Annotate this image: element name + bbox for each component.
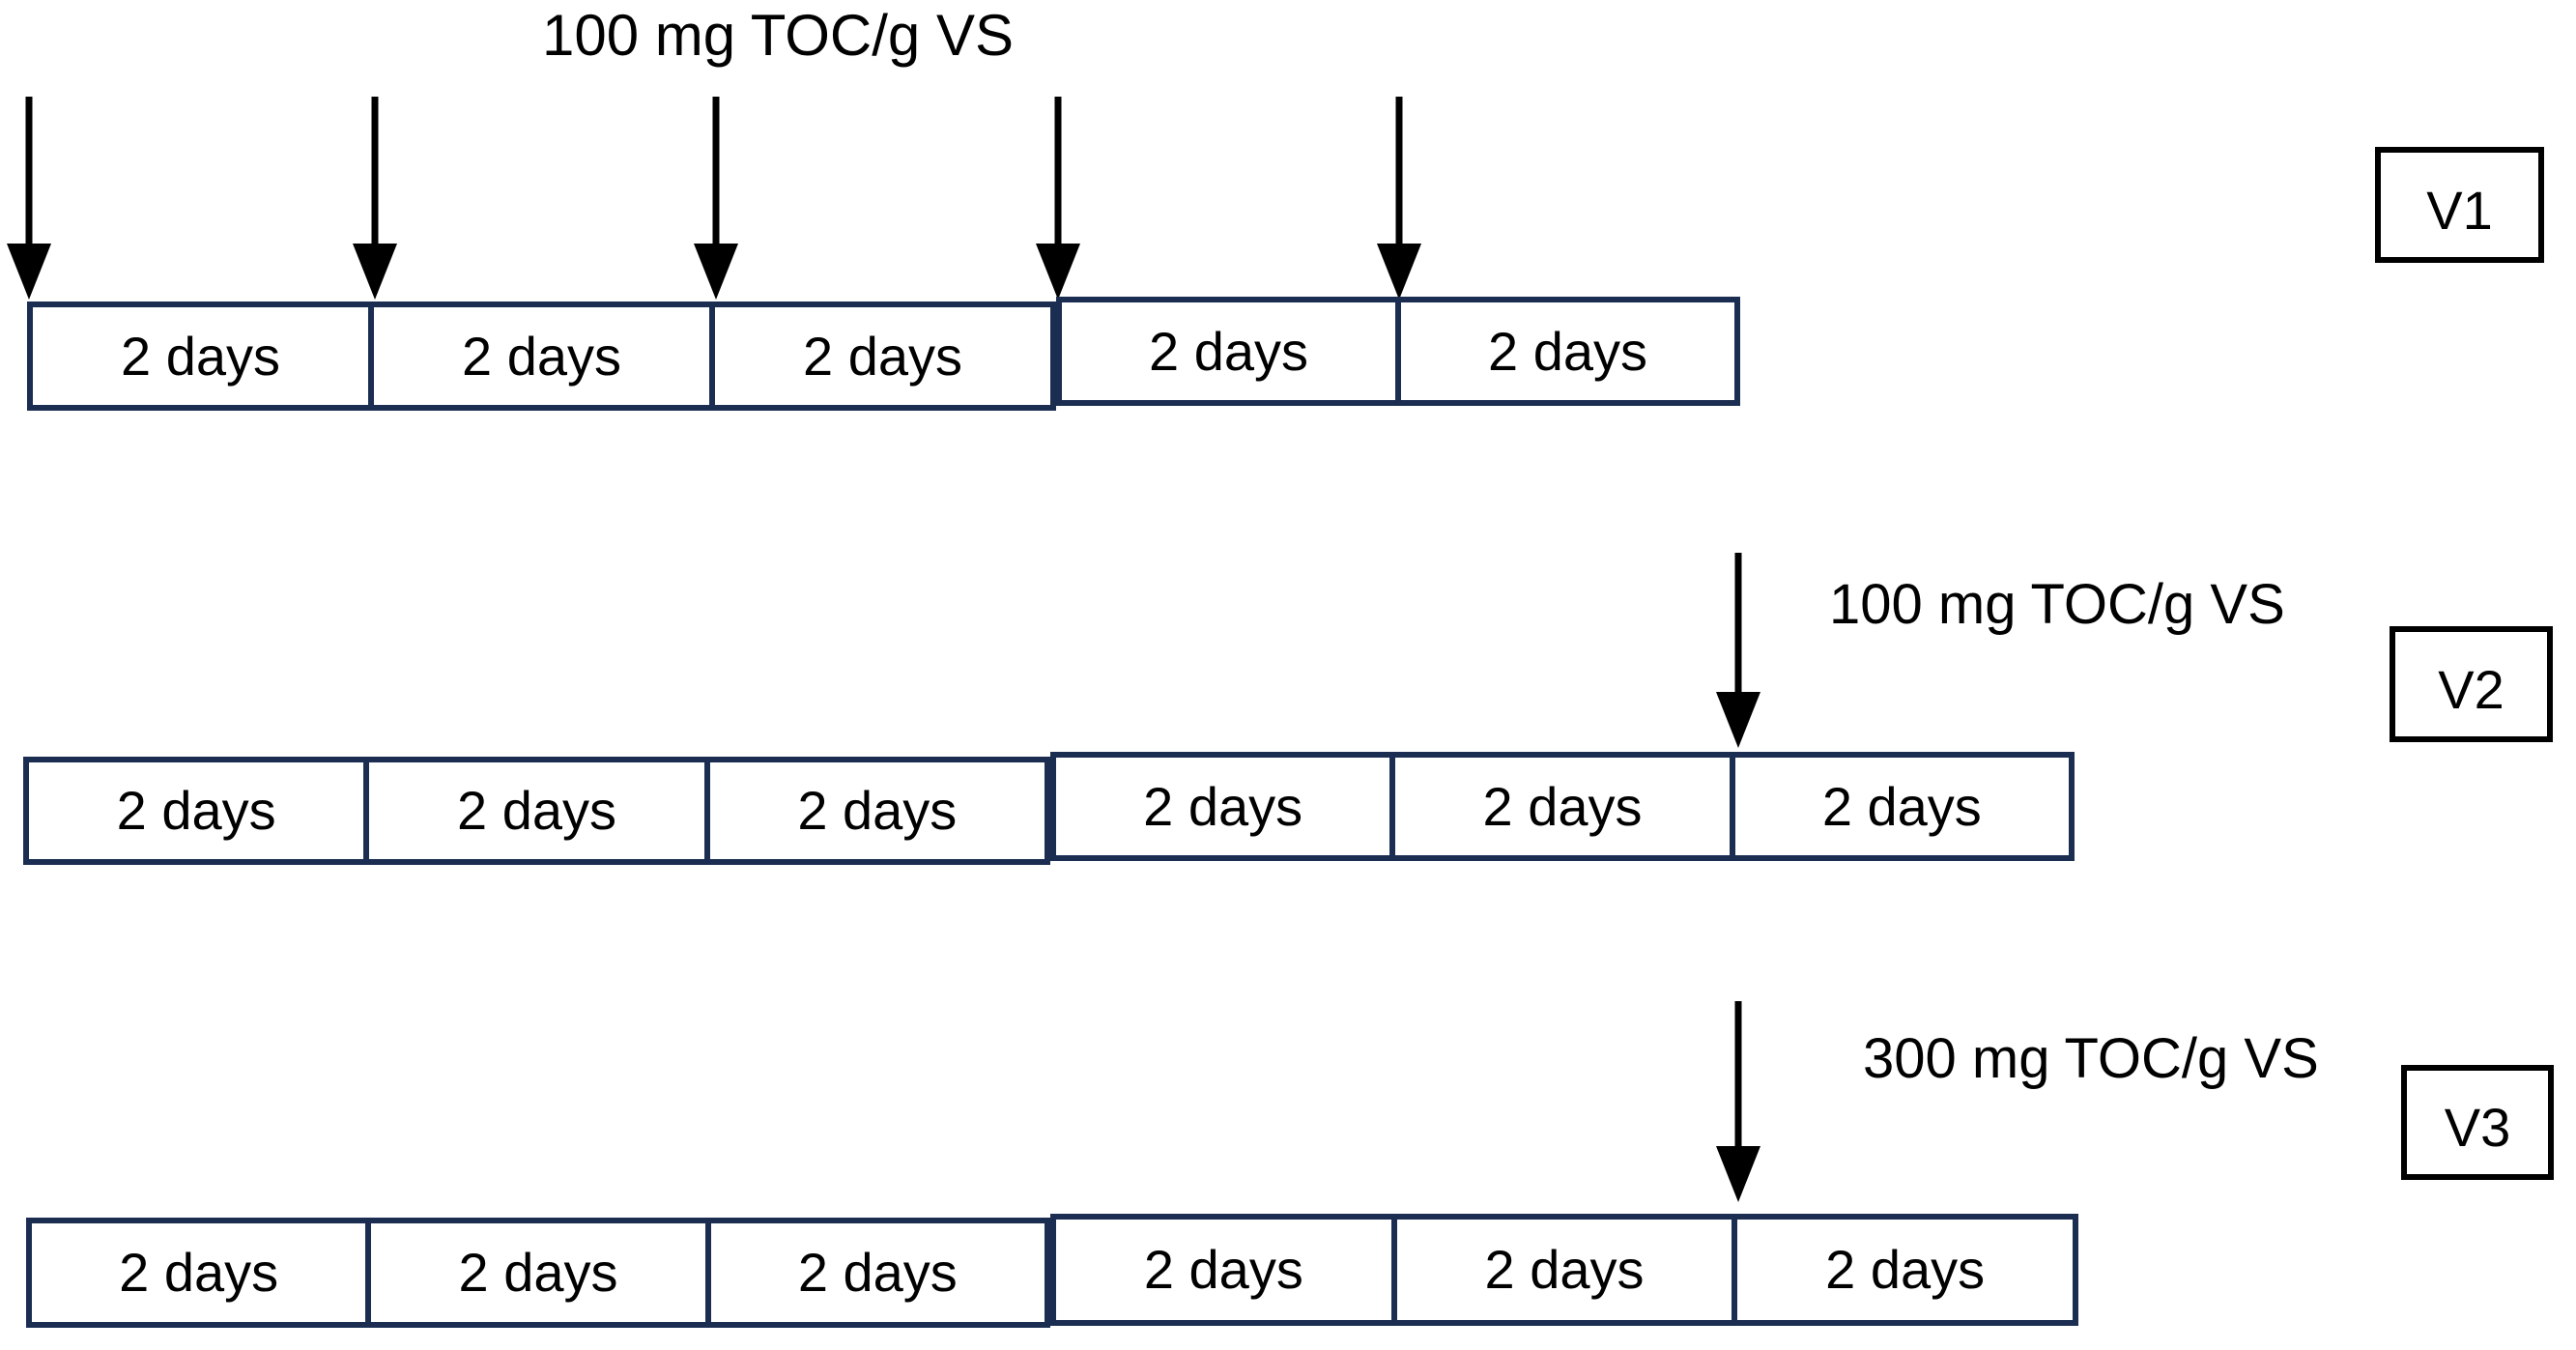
down-arrow-icon (353, 97, 397, 300)
down-arrow-icon (694, 97, 738, 300)
timeline-segment: 2 days (704, 1218, 1050, 1328)
timeline-row-v1-segments-4-5: 2 days 2 days (1056, 297, 1740, 406)
timeline-segment: 2 days (1389, 752, 1735, 861)
segment-label: 2 days (462, 325, 621, 387)
segment-label: 2 days (458, 1242, 618, 1303)
segment-label: 2 days (1484, 1239, 1645, 1300)
segment-label: 2 days (1482, 775, 1643, 837)
timeline-segment: 2 days (1050, 1214, 1397, 1326)
timeline-row-v3-segments-4-6: 2 days 2 days 2 days (1050, 1214, 2079, 1326)
timeline-row-v2-segments-4-6: 2 days 2 days 2 days (1050, 752, 2075, 861)
timeline-segment: 2 days (1390, 1214, 1738, 1326)
arrow-head (353, 244, 397, 300)
timeline-segment: 2 days (1050, 752, 1396, 861)
arrow-head (7, 244, 51, 300)
dose-label-v2: 100 mg TOC/g VS (1829, 573, 2285, 636)
segment-label: 2 days (1149, 320, 1308, 382)
arrow-head (694, 244, 738, 300)
timeline-segment: 2 days (363, 757, 710, 865)
arrow-head (1036, 244, 1080, 300)
arrow-shaft (1734, 1001, 1742, 1148)
segment-label: 2 days (1143, 775, 1303, 837)
variant-label-box-v3: V3 (2401, 1065, 2554, 1180)
segment-label: 2 days (121, 325, 280, 387)
arrow-shaft (1395, 97, 1403, 244)
timeline-segment: 2 days (1056, 297, 1401, 406)
segment-label: 2 days (797, 1242, 958, 1303)
arrow-shaft (1054, 97, 1062, 244)
segment-label: 2 days (797, 780, 958, 841)
timeline-segment: 2 days (368, 302, 715, 411)
variant-label: V1 (2426, 179, 2493, 241)
arrow-head (1716, 1146, 1760, 1202)
down-arrow-icon (1036, 97, 1080, 300)
segment-label: 2 days (456, 780, 616, 841)
timeline-row-v3-segments-1-3: 2 days 2 days 2 days (26, 1218, 1050, 1328)
down-arrow-icon (1377, 97, 1421, 300)
arrow-shaft (712, 97, 720, 244)
timeline-row-v1-segments-1-3: 2 days 2 days 2 days (27, 302, 1056, 411)
dose-label-v3: 300 mg TOC/g VS (1863, 1027, 2319, 1090)
timeline-segment: 2 days (1729, 752, 2075, 861)
down-arrow-icon (1716, 1001, 1760, 1202)
timeline-segment: 2 days (709, 302, 1056, 411)
segment-label: 2 days (1488, 320, 1647, 382)
variant-label: V3 (2444, 1097, 2511, 1158)
arrow-head (1716, 692, 1760, 748)
segment-label: 2 days (1143, 1239, 1303, 1300)
down-arrow-icon (7, 97, 51, 300)
segment-label: 2 days (1825, 1239, 1986, 1300)
dose-label-v1: 100 mg TOC/g VS (541, 3, 1015, 68)
timeline-segment: 2 days (26, 1218, 372, 1328)
variant-label-box-v1: V1 (2375, 147, 2544, 263)
arrow-shaft (25, 97, 33, 244)
timeline-segment: 2 days (27, 302, 374, 411)
timeline-segment: 2 days (23, 757, 370, 865)
arrow-head (1377, 244, 1421, 300)
segment-label: 2 days (119, 1242, 279, 1303)
timeline-row-v2-segments-1-3: 2 days 2 days 2 days (23, 757, 1050, 865)
timeline-segment: 2 days (703, 757, 1050, 865)
segment-label: 2 days (803, 325, 962, 387)
down-arrow-icon (1716, 553, 1760, 748)
timeline-segment: 2 days (1395, 297, 1740, 406)
segment-label: 2 days (1821, 775, 1982, 837)
variant-label: V2 (2438, 658, 2504, 720)
timeline-segment: 2 days (1732, 1214, 2079, 1326)
timeline-segment: 2 days (365, 1218, 711, 1328)
segment-label: 2 days (116, 780, 276, 841)
arrow-shaft (1734, 553, 1742, 694)
arrow-shaft (371, 97, 379, 244)
variant-label-box-v2: V2 (2390, 626, 2553, 742)
